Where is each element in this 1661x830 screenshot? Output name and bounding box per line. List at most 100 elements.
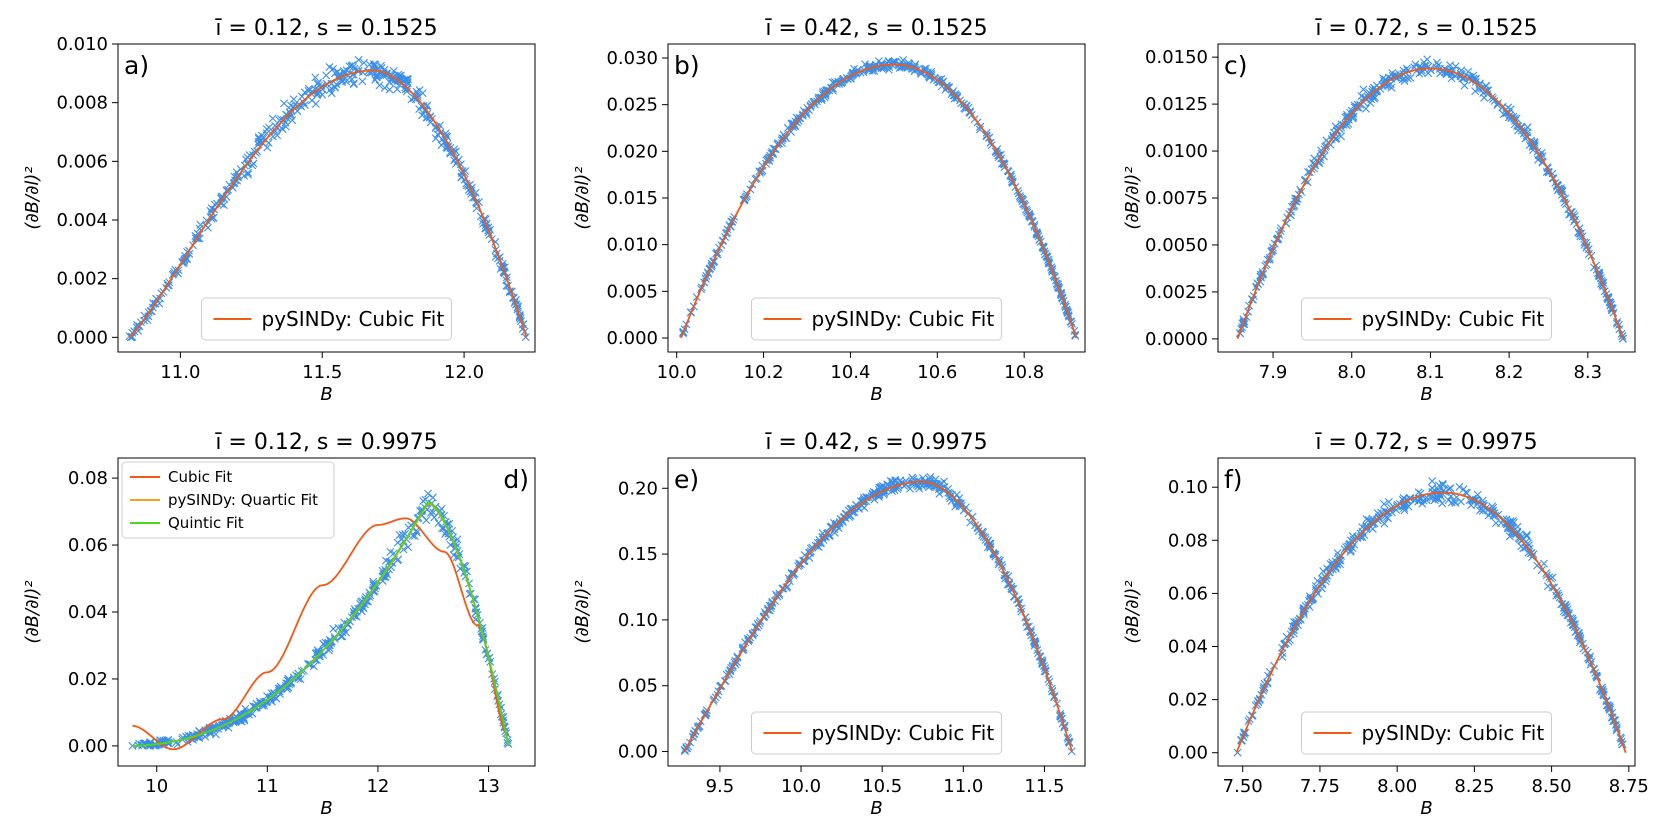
scatter-point [243,168,252,177]
x-tick-label: 8.50 [1532,776,1572,797]
x-axis-label: B [1420,384,1432,405]
scatter-point [330,82,339,91]
scatter-point [401,85,410,94]
fit-line-quintic [132,501,510,747]
scatter-point [362,597,371,606]
scatter-point [1387,83,1396,92]
x-tick-label: 10.8 [1004,362,1044,383]
scatter-point [453,535,462,544]
scatter-point [1375,515,1384,524]
scatter-point [795,559,804,568]
scatter-point [389,66,398,75]
scatter-point [1361,524,1370,533]
subplot-title: ī = 0.12, s = 0.9975 [214,430,437,455]
scatter-point [278,125,287,134]
scatter-point [937,82,946,91]
scatter-point [280,99,289,108]
y-tick-label: 0.0050 [1145,235,1208,256]
scatter-point [1282,632,1291,641]
scatter-point [1509,518,1518,527]
x-tick-label: 8.00 [1377,776,1417,797]
subplot-3: ī = 0.72, s = 0.1525 7.9 8.0 8.1 8.2 8.3 0.000… [1122,16,1636,405]
scatter-point [418,111,427,120]
scatter-point [1379,74,1388,83]
y-axis-label: (∂B/∂l)² [1122,166,1143,229]
x-tick-label: 10.2 [744,362,784,383]
scatter-point [1505,532,1514,541]
subplot-title: ī = 0.12, s = 0.1525 [214,16,437,41]
scatter-point [1364,516,1373,525]
scatter-point [342,77,351,86]
x-axis-label: B [870,384,882,405]
y-tick-label: 0.02 [1168,690,1208,711]
scatter-point [1303,178,1312,187]
scatter-point [345,62,354,71]
scatter-point [914,481,923,490]
legend-box [751,297,1002,341]
x-tick-label: 7.9 [1259,362,1288,383]
legend-label: pySINDy: Cubic Fit [812,307,995,331]
scatter-point [395,531,404,539]
fit-line-cubic [1235,491,1627,754]
y-tick-label: 0.00 [1168,743,1208,764]
scatter-point [289,103,298,112]
y-tick-label: 0.025 [606,95,658,116]
scatter-point [860,503,869,512]
y-tick-label: 0.15 [618,544,658,565]
x-tick-label: 10.0 [657,362,697,383]
y-tick-label: 0.20 [618,478,658,499]
scatter-point [1349,535,1358,544]
scatter-point [393,85,402,94]
scatter-point [385,557,394,566]
scatter-point [1444,485,1453,494]
legend-box [201,297,452,341]
scatter-point [349,79,358,88]
fit-line-cubic [680,63,1078,339]
legend-label: Quintic Fit [168,514,244,532]
y-tick-label: 0.0075 [1145,188,1208,209]
x-axis-label: B [870,798,882,819]
scatter-point [1447,498,1456,507]
legend-box [1301,711,1552,755]
scatter-point [896,476,905,485]
scatter-point [262,125,271,134]
scatter-point [1539,559,1548,568]
scatter-point [303,660,312,669]
scatter-point [1517,533,1526,542]
scatter-point [1381,81,1390,90]
y-tick-label: 0.015 [606,188,658,209]
legend-label: pySINDy: Cubic Fit [1362,721,1545,745]
legend-label: pySINDy: Cubic Fit [262,307,445,331]
scatter-point [438,524,447,533]
scatter-point [878,482,887,491]
x-tick-label: 10.0 [781,776,821,797]
scatter-point [1548,573,1557,582]
scatter-point [371,75,380,84]
scatter-point [1471,87,1480,96]
scatter-point [430,513,439,522]
scatter-point [236,165,245,174]
y-tick-label: 0.004 [56,210,108,231]
scatter-point [418,89,427,98]
scatter-point [1293,621,1302,630]
scatter-point [1376,84,1385,93]
legend-label: pySINDy: Cubic Fit [812,721,995,745]
scatter-point [1447,74,1456,83]
scatter-point [385,85,394,94]
scatter-point [1490,96,1499,105]
y-tick-label: 0.000 [606,328,658,349]
scatter-point [1362,515,1371,524]
scatter-point [354,55,363,64]
scatter-point [821,532,830,541]
y-tick-label: 0.06 [1168,583,1208,604]
scatter-point [1388,69,1397,77]
scatter-point [257,131,266,140]
scatter-point [349,80,358,89]
legend-box [121,461,335,539]
scatter-point [968,512,977,521]
scatter-point [1233,748,1242,757]
scatter-point [1524,548,1533,557]
scatter-point [810,100,819,109]
y-tick-label: 0.0125 [1145,94,1208,115]
scatter-point [845,511,854,520]
